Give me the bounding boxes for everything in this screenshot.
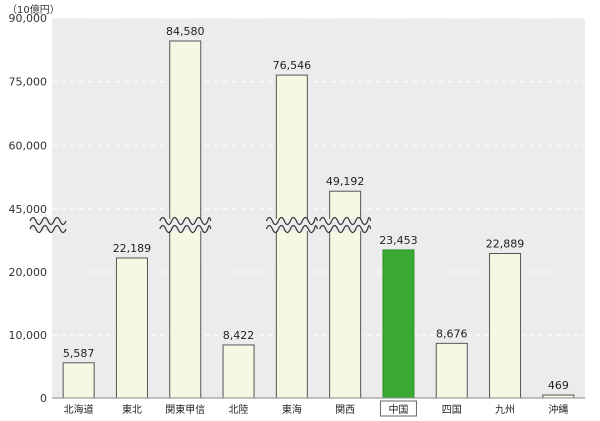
axis-break-wave — [265, 216, 318, 226]
bar — [222, 344, 255, 399]
category-label: 東北 — [122, 403, 142, 416]
category-label: 関西 — [335, 404, 355, 416]
x-axis-labels: 北海道 東北 関東甲信 北陸 東海 関西 中国 四国 九州 沖縄 — [64, 400, 568, 417]
axis-break-gap — [159, 219, 211, 231]
bar — [62, 362, 95, 399]
bar — [115, 257, 148, 399]
category-label: 関東甲信 — [165, 403, 205, 416]
axis-break-gap — [319, 219, 371, 231]
y-tick-label: 90,000 — [9, 12, 48, 25]
bar-value-label: 22,189 — [113, 242, 152, 255]
bar-value-label: 8,676 — [436, 327, 468, 340]
y-tick-label: 0 — [40, 392, 47, 405]
bar-value-label: 84,580 — [166, 25, 205, 38]
category-label: 四国 — [442, 404, 462, 416]
y-axis-ticks: 0 10,000 20,000 45,000 60,000 75,000 90,000 — [9, 12, 48, 405]
y-axis-unit-label: （10億円） — [7, 5, 60, 16]
axis-break-wave — [29, 224, 67, 234]
axis-break-wave — [29, 216, 67, 226]
axis-break-wave — [319, 224, 372, 234]
y-tick-label: 60,000 — [9, 139, 48, 152]
bar — [382, 249, 415, 399]
axis-break-wave — [159, 224, 212, 234]
bar — [489, 253, 522, 399]
bars: 5,587 22,189 84,580 8,422 76,546 49,192 23,453… — [62, 25, 575, 399]
highlight-label-box — [379, 400, 417, 417]
y-tick-label: 45,000 — [9, 203, 48, 216]
bar-value-label: 22,889 — [486, 238, 525, 251]
category-label: 沖縄 — [548, 403, 568, 416]
axis-break-gap — [30, 219, 66, 231]
axis-break-marks — [29, 216, 372, 234]
axis-break-gap — [266, 219, 318, 231]
category-label: 東海 — [282, 403, 302, 416]
y-tick-label: 10,000 — [9, 329, 48, 342]
axis-break-wave — [319, 216, 372, 226]
category-label: 九州 — [495, 404, 515, 416]
bar-value-label: 5,587 — [63, 347, 95, 360]
bar-value-label: 23,453 — [379, 234, 418, 247]
category-label: 北海道 — [64, 403, 94, 416]
axis-break-wave — [265, 224, 318, 234]
bar-value-label: 76,546 — [273, 59, 312, 72]
y-tick-label: 20,000 — [9, 266, 48, 279]
bar-value-label: 469 — [548, 379, 569, 392]
bar-value-label: 49,192 — [326, 175, 365, 188]
bar — [435, 342, 468, 399]
category-label: 中国 — [388, 403, 408, 416]
bar-value-label: 8,422 — [223, 329, 255, 342]
bar — [275, 74, 308, 399]
y-tick-label: 75,000 — [9, 76, 48, 89]
category-label: 北陸 — [229, 403, 249, 416]
axis-break-wave — [159, 216, 212, 226]
